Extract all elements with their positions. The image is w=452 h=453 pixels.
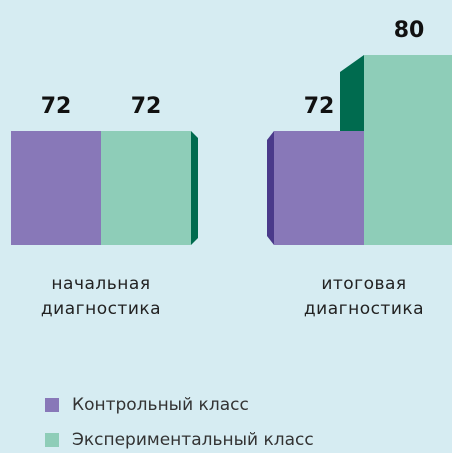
bar	[364, 55, 452, 245]
value-label: 72	[304, 94, 335, 119]
bar-side	[340, 55, 364, 131]
legend-label: Экспериментальный класс	[72, 430, 314, 450]
value-label: 80	[394, 18, 425, 43]
category-label: итоговая диагностика	[303, 274, 425, 319]
legend-label: Контрольный класс	[72, 395, 249, 415]
category-label: начальная диагностика	[40, 274, 162, 319]
legend-swatch	[45, 433, 59, 447]
legend-swatch	[45, 398, 59, 412]
bar	[101, 131, 191, 245]
bar	[274, 131, 364, 245]
bar-side	[267, 131, 274, 245]
value-label: 72	[131, 94, 162, 119]
bar-side	[191, 131, 198, 245]
value-label: 72	[41, 94, 72, 119]
bar	[11, 131, 101, 245]
